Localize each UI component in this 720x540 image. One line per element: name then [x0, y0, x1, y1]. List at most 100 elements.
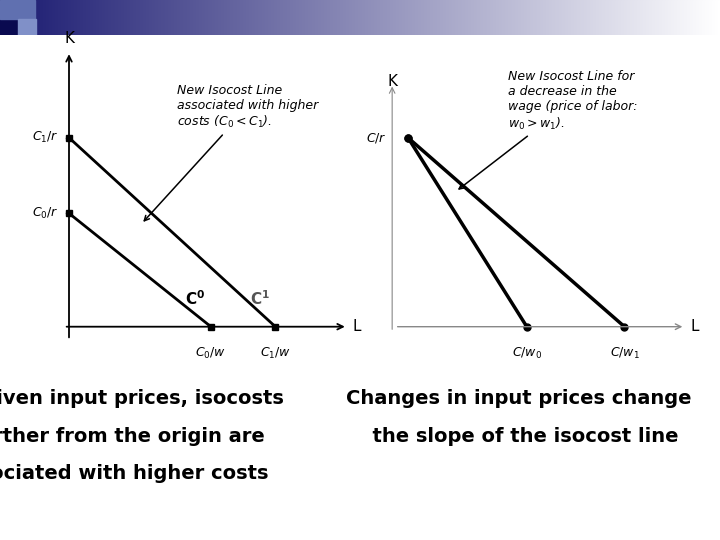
Bar: [324, 0, 325, 35]
Bar: [581, 0, 582, 35]
Bar: [473, 0, 474, 35]
Bar: [365, 0, 366, 35]
Bar: [369, 0, 370, 35]
Bar: [521, 0, 522, 35]
Bar: [178, 0, 179, 35]
Bar: [433, 0, 434, 35]
Bar: [179, 0, 180, 35]
Bar: [139, 0, 140, 35]
Bar: [648, 0, 649, 35]
Bar: [375, 0, 376, 35]
Bar: [8, 0, 9, 35]
Bar: [460, 0, 461, 35]
Bar: [94, 0, 95, 35]
Bar: [118, 0, 119, 35]
Bar: [577, 0, 578, 35]
Bar: [574, 0, 575, 35]
Bar: [159, 0, 160, 35]
Bar: [544, 0, 545, 35]
Bar: [189, 0, 190, 35]
Bar: [129, 0, 130, 35]
Bar: [275, 0, 276, 35]
Bar: [524, 0, 525, 35]
Bar: [88, 0, 89, 35]
Bar: [378, 0, 379, 35]
Bar: [600, 0, 601, 35]
Bar: [463, 0, 464, 35]
Bar: [532, 0, 533, 35]
Bar: [320, 0, 321, 35]
Bar: [266, 0, 267, 35]
Bar: [418, 0, 419, 35]
Bar: [355, 0, 356, 35]
Bar: [107, 0, 108, 35]
Bar: [5, 0, 6, 35]
Bar: [423, 0, 424, 35]
Bar: [653, 0, 654, 35]
Bar: [144, 0, 145, 35]
Bar: [131, 0, 132, 35]
Bar: [147, 0, 148, 35]
Bar: [303, 0, 304, 35]
Bar: [157, 0, 158, 35]
Bar: [151, 0, 152, 35]
Bar: [97, 0, 98, 35]
Bar: [703, 0, 704, 35]
Bar: [74, 0, 75, 35]
Bar: [78, 0, 79, 35]
Bar: [631, 0, 632, 35]
Bar: [156, 0, 157, 35]
Bar: [254, 0, 255, 35]
Bar: [715, 0, 716, 35]
Bar: [706, 0, 707, 35]
Bar: [385, 0, 386, 35]
Bar: [236, 0, 237, 35]
Bar: [558, 0, 559, 35]
Bar: [599, 0, 600, 35]
Bar: [612, 0, 613, 35]
Bar: [72, 0, 73, 35]
Bar: [93, 0, 94, 35]
Bar: [344, 0, 345, 35]
Bar: [136, 0, 137, 35]
Bar: [483, 0, 484, 35]
Bar: [452, 0, 453, 35]
Bar: [18, 0, 19, 35]
Bar: [41, 0, 42, 35]
Bar: [258, 0, 259, 35]
Bar: [522, 0, 523, 35]
Text: L: L: [353, 319, 361, 334]
Bar: [274, 0, 275, 35]
Bar: [120, 0, 121, 35]
Bar: [701, 0, 702, 35]
Bar: [428, 0, 429, 35]
Bar: [563, 0, 564, 35]
Bar: [570, 0, 571, 35]
Bar: [281, 0, 282, 35]
Bar: [458, 0, 459, 35]
Bar: [61, 0, 62, 35]
Bar: [186, 0, 187, 35]
Bar: [713, 0, 714, 35]
Bar: [694, 0, 695, 35]
Bar: [70, 0, 71, 35]
Bar: [283, 0, 284, 35]
Bar: [444, 0, 445, 35]
Bar: [412, 0, 413, 35]
Bar: [492, 0, 493, 35]
Bar: [440, 0, 441, 35]
Bar: [85, 0, 86, 35]
Bar: [618, 0, 619, 35]
Bar: [379, 0, 380, 35]
Bar: [699, 0, 700, 35]
Bar: [262, 0, 263, 35]
Bar: [213, 0, 214, 35]
Bar: [0, 0, 1, 35]
Bar: [350, 0, 351, 35]
Bar: [181, 0, 182, 35]
Bar: [642, 0, 643, 35]
Bar: [224, 0, 225, 35]
Bar: [113, 0, 114, 35]
Bar: [705, 0, 706, 35]
Bar: [234, 0, 235, 35]
